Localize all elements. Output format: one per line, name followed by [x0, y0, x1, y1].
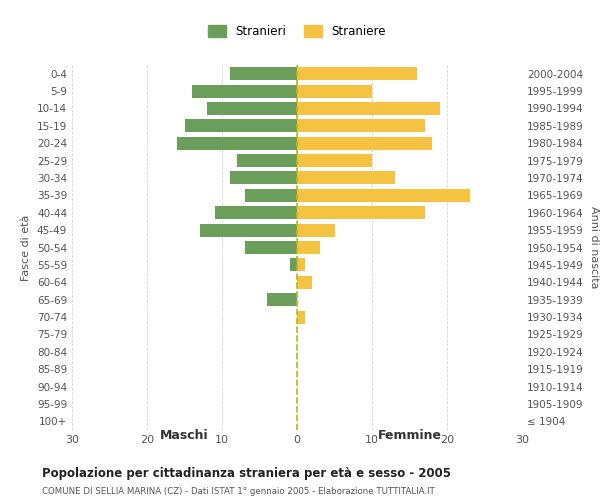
Bar: [297, 120, 425, 132]
Legend: Stranieri, Straniere: Stranieri, Straniere: [203, 20, 391, 42]
Bar: [215, 206, 297, 220]
Bar: [245, 189, 297, 202]
Bar: [229, 172, 297, 184]
Bar: [297, 224, 335, 236]
Bar: [199, 224, 297, 236]
Bar: [245, 241, 297, 254]
Text: Femmine: Femmine: [377, 429, 442, 442]
Text: COMUNE DI SELLIA MARINA (CZ) - Dati ISTAT 1° gennaio 2005 - Elaborazione TUTTITA: COMUNE DI SELLIA MARINA (CZ) - Dati ISTA…: [42, 488, 435, 496]
Bar: [297, 310, 305, 324]
Bar: [192, 84, 297, 98]
Bar: [229, 67, 297, 80]
Bar: [297, 172, 395, 184]
Bar: [297, 67, 417, 80]
Y-axis label: Fasce di età: Fasce di età: [22, 214, 31, 280]
Bar: [297, 154, 372, 167]
Bar: [267, 293, 297, 306]
Bar: [297, 102, 439, 115]
Bar: [297, 84, 372, 98]
Text: Popolazione per cittadinanza straniera per età e sesso - 2005: Popolazione per cittadinanza straniera p…: [42, 468, 451, 480]
Bar: [297, 189, 470, 202]
Bar: [185, 120, 297, 132]
Bar: [297, 276, 312, 289]
Text: Maschi: Maschi: [160, 429, 209, 442]
Bar: [290, 258, 297, 272]
Bar: [177, 136, 297, 149]
Bar: [207, 102, 297, 115]
Bar: [297, 206, 425, 220]
Bar: [297, 258, 305, 272]
Bar: [297, 241, 320, 254]
Bar: [237, 154, 297, 167]
Y-axis label: Anni di nascita: Anni di nascita: [589, 206, 599, 289]
Bar: [297, 136, 432, 149]
